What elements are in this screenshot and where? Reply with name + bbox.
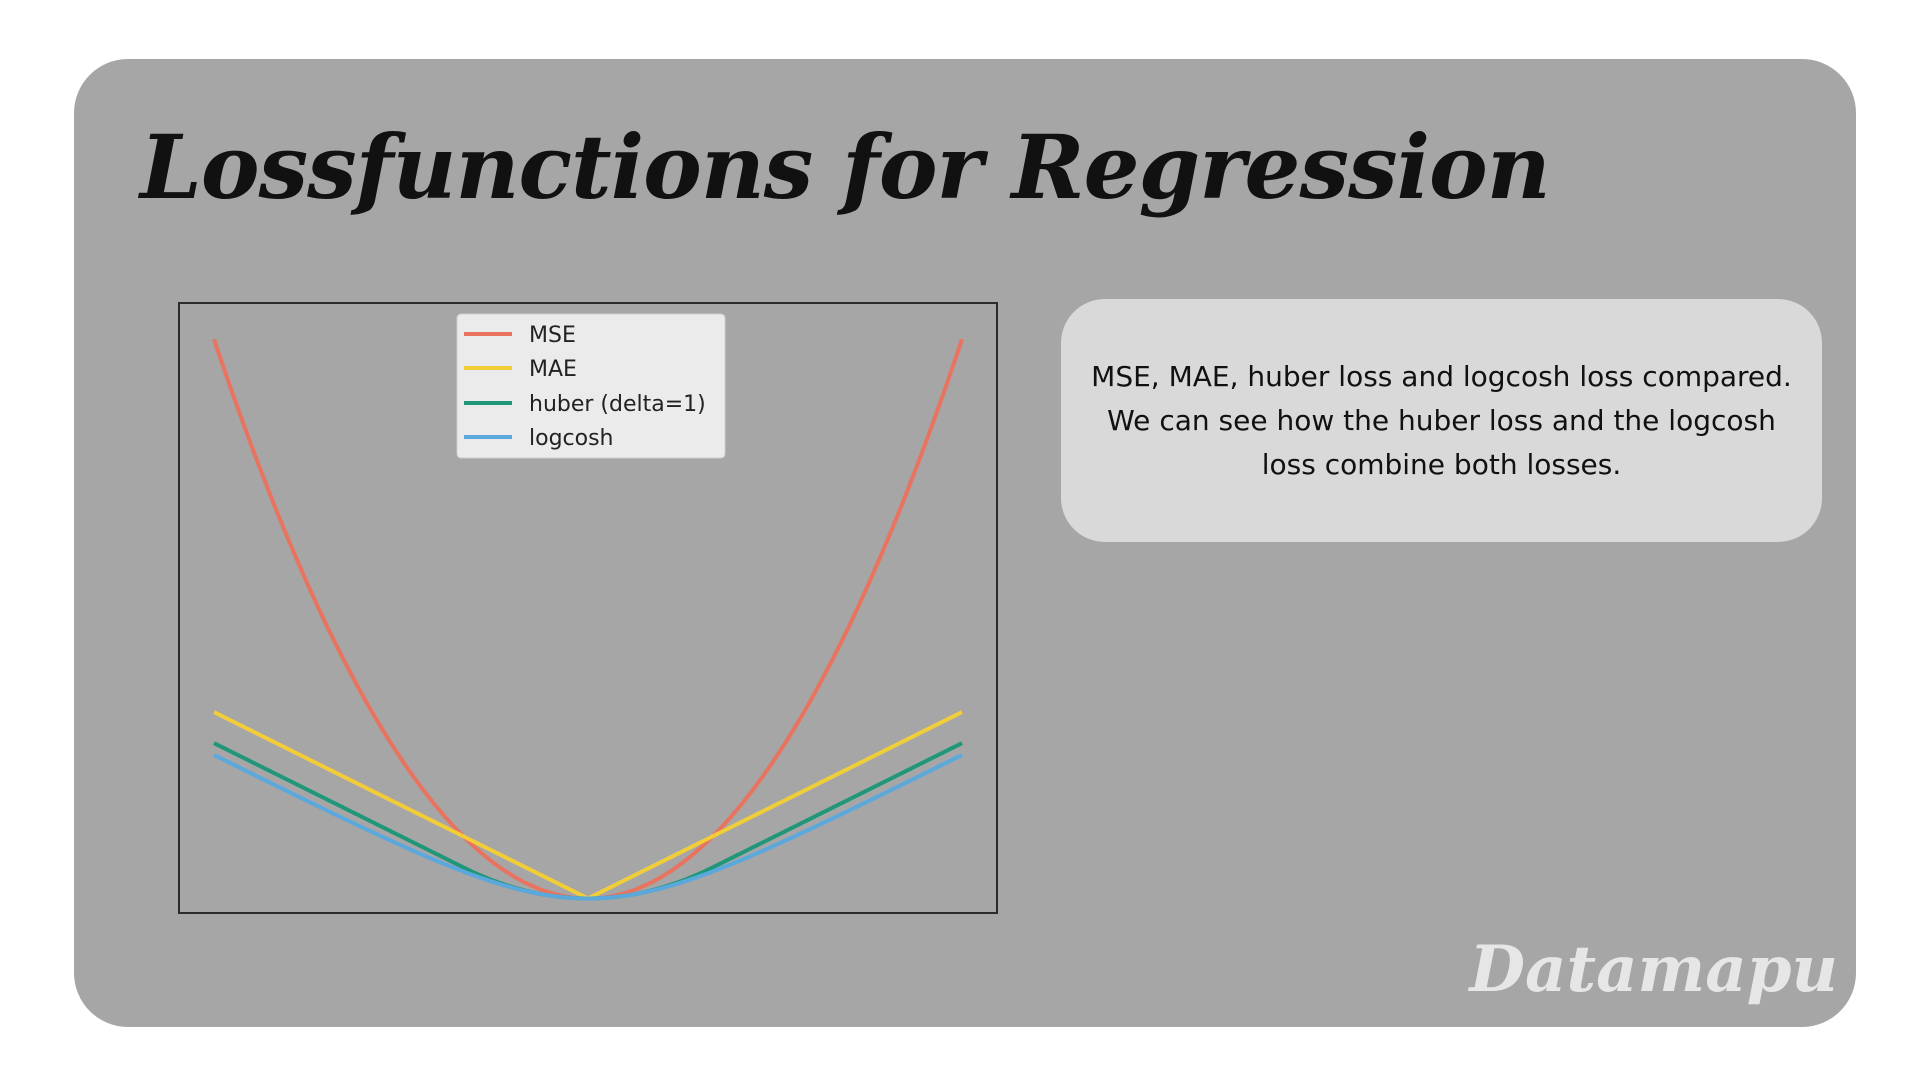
mae-line	[213, 710, 963, 901]
legend-label-mae: MAE	[529, 357, 577, 382]
chart-svg: MSE MAE huber (delta=1) logcosh	[178, 302, 998, 914]
logcosh-line	[213, 753, 963, 901]
slide-card	[74, 59, 1856, 1027]
brand-logo: Datamapu	[1469, 932, 1838, 1007]
legend-label-huber: huber (delta=1)	[529, 392, 706, 417]
series-layer	[212, 338, 964, 901]
legend-box	[456, 313, 726, 459]
legend-label-mse: MSE	[529, 323, 576, 348]
page-title: Lossfunctions for Regression	[140, 115, 1551, 219]
description-text: MSE, MAE, huber loss and logcosh loss co…	[1091, 359, 1792, 481]
legend-label-logcosh: logcosh	[529, 426, 614, 451]
description-callout: MSE, MAE, huber loss and logcosh loss co…	[1061, 299, 1822, 542]
loss-chart: MSE MAE huber (delta=1) logcosh	[178, 302, 998, 914]
chart-legend: MSE MAE huber (delta=1) logcosh	[456, 313, 726, 459]
plot-frame	[178, 302, 998, 914]
